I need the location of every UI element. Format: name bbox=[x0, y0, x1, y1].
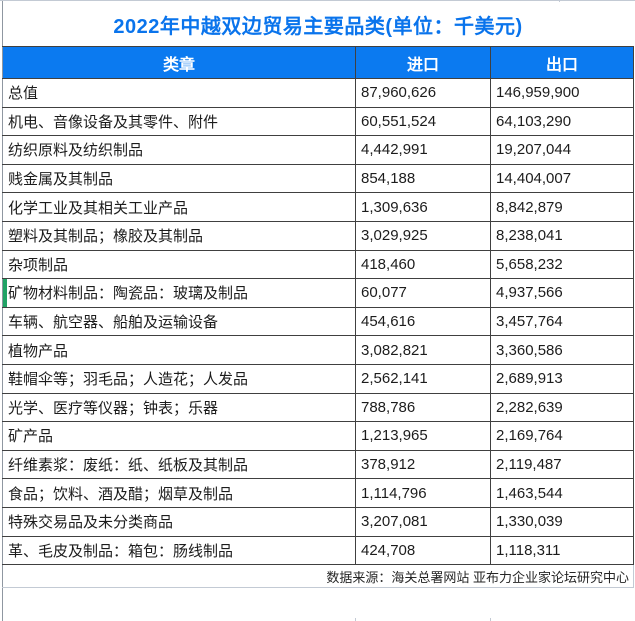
category-cell: 食品；饮料、酒及醋；烟草及制品 bbox=[2, 478, 356, 508]
category-cell: 光学、医疗等仪器；钟表；乐器 bbox=[2, 392, 356, 423]
category-cell: 贱金属及其制品 bbox=[2, 163, 356, 194]
export-cell: 2,119,487 bbox=[490, 449, 634, 480]
import-cell: 1,213,965 bbox=[355, 421, 491, 451]
category-cell: 杂项制品 bbox=[2, 249, 356, 280]
page-title: 2022年中越双边贸易主要品类(单位：千美元) bbox=[113, 15, 523, 38]
title-band: 2022年中越双边贸易主要品类(单位：千美元) bbox=[3, 2, 633, 46]
import-cell: 60,551,524 bbox=[355, 106, 491, 137]
table-row: 鞋帽伞等；羽毛品；人造花；人发品 2,562,141 2,689,913 bbox=[2, 363, 634, 394]
table-row: 植物产品 3,082,821 3,360,586 bbox=[2, 335, 634, 365]
export-cell: 5,658,232 bbox=[490, 249, 634, 280]
export-cell: 2,282,639 bbox=[490, 392, 634, 423]
table-row: 特殊交易品及未分类商品 3,207,081 1,330,039 bbox=[2, 506, 634, 537]
category-cell: 鞋帽伞等；羽毛品；人造花；人发品 bbox=[2, 363, 356, 394]
table-row: 化学工业及其相关工业产品 1,309,636 8,842,879 bbox=[2, 192, 634, 222]
category-cell: 植物产品 bbox=[2, 335, 356, 365]
table-footer-row: 数据来源：海关总署网站 亚布力企业家论坛研究中心 bbox=[2, 564, 634, 589]
import-cell: 1,309,636 bbox=[355, 192, 491, 222]
table-row: 贱金属及其制品 854,188 14,404,007 bbox=[2, 163, 634, 194]
export-cell: 2,169,764 bbox=[490, 421, 634, 451]
column-header-export: 出口 bbox=[490, 46, 634, 79]
export-cell: 19,207,044 bbox=[490, 135, 634, 165]
import-cell: 378,912 bbox=[355, 449, 491, 480]
category-cell: 机电、音像设备及其零件、附件 bbox=[2, 106, 356, 137]
data-source-note: 数据来源：海关总署网站 亚布力企业家论坛研究中心 bbox=[2, 564, 634, 589]
category-cell: 车辆、航空器、船舶及运输设备 bbox=[2, 306, 356, 337]
category-cell: 纺织原料及纺织制品 bbox=[2, 135, 356, 165]
column-header-category: 类章 bbox=[2, 46, 356, 79]
table-row: 食品；饮料、酒及醋；烟草及制品 1,114,796 1,463,544 bbox=[2, 478, 634, 508]
category-cell: 纤维素浆：废纸：纸、纸板及其制品 bbox=[2, 449, 356, 480]
export-cell: 1,330,039 bbox=[490, 506, 634, 537]
import-cell: 424,708 bbox=[355, 535, 491, 566]
table-row: 矿物材料制品：陶瓷品：玻璃及制品 60,077 4,937,566 bbox=[2, 278, 634, 308]
import-cell: 60,077 bbox=[355, 278, 491, 308]
category-cell: 矿物材料制品：陶瓷品：玻璃及制品 bbox=[2, 278, 356, 308]
import-cell: 87,960,626 bbox=[355, 78, 491, 108]
table-row: 车辆、航空器、船舶及运输设备 454,616 3,457,764 bbox=[2, 306, 634, 337]
category-cell: 化学工业及其相关工业产品 bbox=[2, 192, 356, 222]
table-row: 革、毛皮及制品：箱包：肠线制品 424,708 1,118,311 bbox=[2, 535, 634, 566]
table-row: 矿产品 1,213,965 2,169,764 bbox=[2, 421, 634, 451]
export-cell: 8,842,879 bbox=[490, 192, 634, 222]
column-header-import: 进口 bbox=[355, 46, 491, 79]
import-cell: 788,786 bbox=[355, 392, 491, 423]
table-row: 纤维素浆：废纸：纸、纸板及其制品 378,912 2,119,487 bbox=[2, 449, 634, 480]
category-cell: 总值 bbox=[2, 78, 356, 108]
export-cell: 4,937,566 bbox=[490, 278, 634, 308]
import-cell: 854,188 bbox=[355, 163, 491, 194]
export-cell: 8,238,041 bbox=[490, 220, 634, 251]
export-cell: 14,404,007 bbox=[490, 163, 634, 194]
table-row: 光学、医疗等仪器；钟表；乐器 788,786 2,282,639 bbox=[2, 392, 634, 423]
import-cell: 3,207,081 bbox=[355, 506, 491, 537]
import-cell: 454,616 bbox=[355, 306, 491, 337]
export-cell: 1,118,311 bbox=[490, 535, 634, 566]
import-cell: 3,029,925 bbox=[355, 220, 491, 251]
table-row: 总值 87,960,626 146,959,900 bbox=[2, 78, 634, 108]
export-cell: 2,689,913 bbox=[490, 363, 634, 394]
import-cell: 4,442,991 bbox=[355, 135, 491, 165]
trade-table: 类章 进口 出口 总值 87,960,626 146,959,900 机电、音像设备及… bbox=[2, 46, 634, 589]
import-cell: 3,082,821 bbox=[355, 335, 491, 365]
table-row: 纺织原料及纺织制品 4,442,991 19,207,044 bbox=[2, 135, 634, 165]
category-cell: 塑料及其制品；橡胶及其制品 bbox=[2, 220, 356, 251]
import-cell: 2,562,141 bbox=[355, 363, 491, 394]
category-cell: 矿产品 bbox=[2, 421, 356, 451]
table-row: 机电、音像设备及其零件、附件 60,551,524 64,103,290 bbox=[2, 106, 634, 137]
export-cell: 3,360,586 bbox=[490, 335, 634, 365]
import-cell: 1,114,796 bbox=[355, 478, 491, 508]
bottom-gridline-stubs bbox=[2, 618, 633, 621]
export-cell: 3,457,764 bbox=[490, 306, 634, 337]
category-cell: 革、毛皮及制品：箱包：肠线制品 bbox=[2, 535, 356, 566]
export-cell: 64,103,290 bbox=[490, 106, 634, 137]
export-cell: 146,959,900 bbox=[490, 78, 634, 108]
import-cell: 418,460 bbox=[355, 249, 491, 280]
export-cell: 1,463,544 bbox=[490, 478, 634, 508]
table-row: 杂项制品 418,460 5,658,232 bbox=[2, 249, 634, 280]
table-row: 塑料及其制品；橡胶及其制品 3,029,925 8,238,041 bbox=[2, 220, 634, 251]
category-cell: 特殊交易品及未分类商品 bbox=[2, 506, 356, 537]
table-header-row: 类章 进口 出口 bbox=[2, 46, 634, 79]
